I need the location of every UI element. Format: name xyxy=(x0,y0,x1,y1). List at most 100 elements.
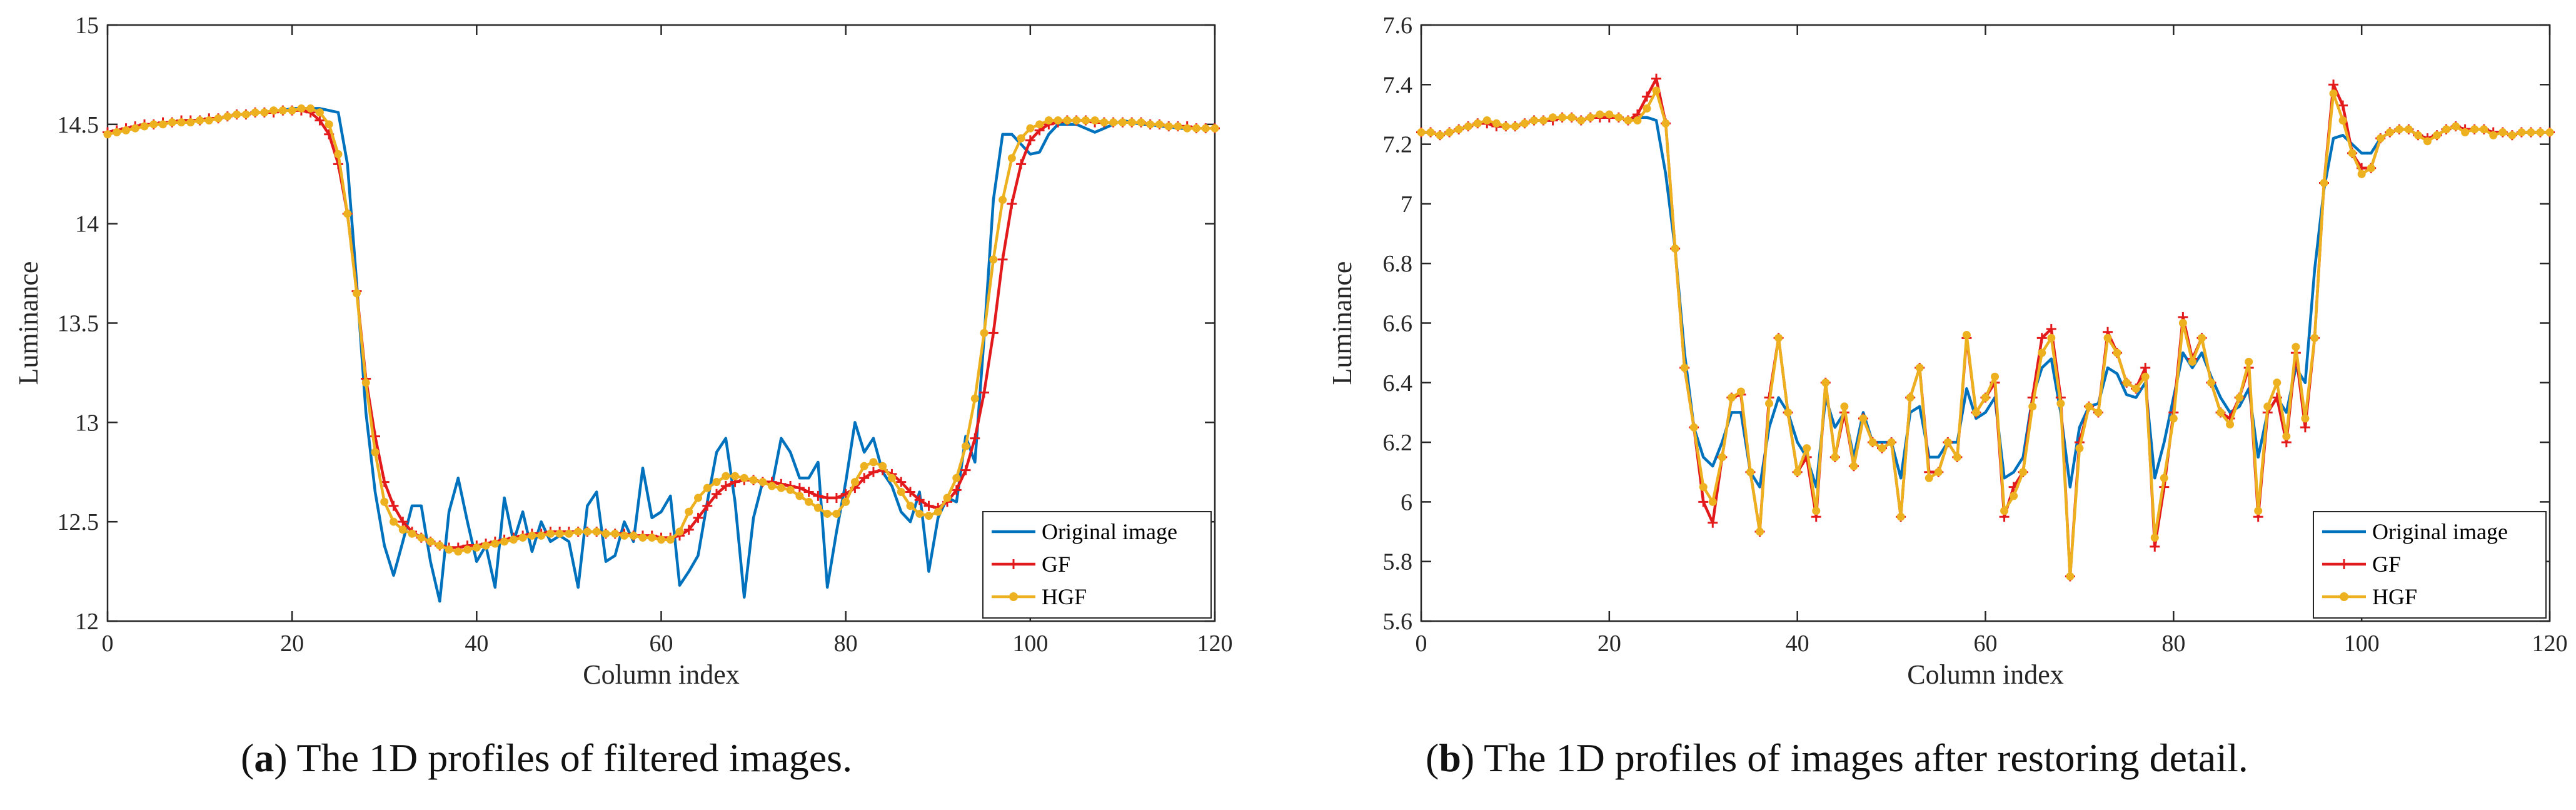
data-point xyxy=(720,480,731,491)
data-point xyxy=(683,524,694,535)
data-point xyxy=(1840,402,1849,411)
data-point xyxy=(435,541,444,550)
data-point xyxy=(297,104,306,113)
data-point xyxy=(1878,444,1886,453)
data-point xyxy=(2282,432,2291,441)
series-hgf xyxy=(1417,86,2554,581)
data-point xyxy=(1896,512,1905,521)
data-point xyxy=(988,328,999,338)
data-point xyxy=(2320,179,2328,188)
data-point xyxy=(943,494,952,502)
data-point xyxy=(2452,122,2460,131)
data-point xyxy=(1953,453,1961,462)
data-point xyxy=(2357,170,2366,178)
data-point xyxy=(2263,402,2272,411)
data-point xyxy=(675,527,684,536)
data-point xyxy=(159,120,168,129)
data-point xyxy=(2273,378,2282,387)
data-point xyxy=(962,442,970,450)
data-point xyxy=(1981,393,1990,402)
y-tick-label: 12.5 xyxy=(58,509,99,535)
data-point xyxy=(1943,438,1952,447)
data-point xyxy=(223,112,232,121)
data-point xyxy=(2000,507,2009,515)
x-tick-label: 20 xyxy=(1597,630,1621,657)
data-point xyxy=(831,493,842,504)
data-point xyxy=(1118,118,1127,127)
data-point xyxy=(1708,497,1717,506)
data-point xyxy=(1436,131,1444,139)
data-point xyxy=(2046,324,2056,335)
data-point xyxy=(2310,333,2319,342)
data-point xyxy=(1025,135,1035,146)
y-tick-label: 6 xyxy=(1401,489,1412,515)
data-point xyxy=(749,475,758,484)
data-point xyxy=(408,529,416,538)
data-point xyxy=(481,541,490,550)
data-point xyxy=(2413,131,2422,139)
data-point xyxy=(417,534,426,542)
data-point xyxy=(509,535,518,544)
y-tick-label: 14 xyxy=(75,211,99,238)
data-point xyxy=(131,124,139,133)
data-point xyxy=(1708,517,1718,528)
y-tick-label: 13 xyxy=(75,410,99,436)
data-point xyxy=(528,531,536,540)
data-point xyxy=(685,507,693,516)
data-point xyxy=(1137,118,1145,127)
data-point xyxy=(924,512,933,520)
data-point xyxy=(1007,198,1017,209)
data-point xyxy=(906,502,915,510)
data-point xyxy=(204,116,213,124)
data-point xyxy=(896,477,907,487)
data-point xyxy=(1934,468,1943,477)
data-point xyxy=(2301,414,2310,423)
data-point xyxy=(2103,333,2112,342)
data-point xyxy=(1081,116,1090,124)
y-tick-label: 7.4 xyxy=(1383,72,1413,98)
data-point xyxy=(1464,122,1472,131)
caption-a-text: The 1D profiles of filtered images. xyxy=(296,736,853,780)
y-axis-label: Luminance xyxy=(13,261,44,385)
data-point xyxy=(897,488,905,497)
data-point xyxy=(122,126,131,134)
data-point xyxy=(2113,348,2121,357)
data-point xyxy=(2254,507,2263,515)
x-tick-label: 40 xyxy=(465,630,488,657)
data-point xyxy=(2122,378,2131,387)
y-tick-label: 7 xyxy=(1401,191,1412,218)
data-point xyxy=(1007,154,1016,163)
data-point xyxy=(887,473,896,482)
data-point xyxy=(518,534,527,542)
data-point xyxy=(1756,527,1764,536)
data-point xyxy=(712,489,722,499)
data-point xyxy=(426,537,435,546)
data-point xyxy=(2140,362,2151,373)
data-point xyxy=(1417,128,1426,137)
data-point xyxy=(555,529,564,538)
data-point xyxy=(1962,331,1971,340)
data-point xyxy=(2141,372,2150,381)
data-point xyxy=(398,525,407,534)
y-tick-label: 7.6 xyxy=(1383,13,1413,39)
data-point xyxy=(445,545,453,554)
data-point xyxy=(2489,131,2498,139)
data-point xyxy=(1887,438,1896,447)
data-point xyxy=(933,507,942,516)
data-point xyxy=(1784,408,1793,417)
caption-b-text: The 1D profiles of images after restorin… xyxy=(1484,736,2248,780)
data-point xyxy=(343,210,352,218)
data-point xyxy=(1567,113,1576,122)
data-point xyxy=(1671,244,1679,253)
data-point xyxy=(1699,483,1708,492)
data-point xyxy=(860,462,868,470)
data-point xyxy=(1651,73,1662,84)
data-point xyxy=(2160,473,2168,482)
data-point xyxy=(2442,125,2451,134)
data-point xyxy=(794,483,805,494)
data-point xyxy=(1501,122,1510,131)
data-point xyxy=(878,462,887,470)
data-point xyxy=(269,106,278,115)
data-point xyxy=(2075,444,2084,453)
